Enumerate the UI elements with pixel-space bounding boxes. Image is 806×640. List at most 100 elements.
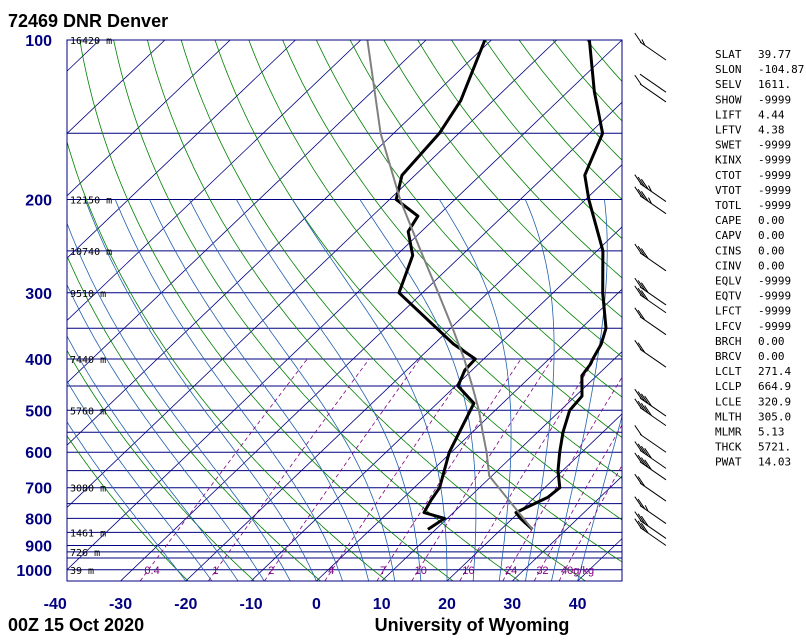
index-name: CAPV (715, 229, 742, 242)
index-value: -9999 (758, 154, 791, 167)
dewpoint-profile-line (394, 40, 487, 531)
wind-barb (634, 473, 667, 502)
index-value: 4.38 (758, 124, 785, 137)
wind-barb (634, 441, 667, 469)
wind-barb (634, 307, 667, 336)
isotherm-line (250, 226, 622, 581)
index-name: SLON (715, 63, 742, 76)
mixing-ratio-label: 40g/kg (561, 565, 594, 577)
index-value: 39.77 (758, 48, 791, 61)
diagram-background-lines (67, 40, 622, 581)
mixing-ratio-line (558, 464, 622, 581)
height-label: 10740 m (70, 247, 112, 258)
index-value: 320.9 (758, 395, 791, 408)
height-label: 1461 m (70, 528, 106, 539)
dry-adiabat-line (282, 40, 622, 438)
index-value: -9999 (758, 93, 791, 106)
moist-adiabat-line (67, 222, 291, 581)
index-value: 305.0 (758, 410, 791, 423)
wind-barb-shape (634, 518, 667, 546)
index-value: -9999 (758, 320, 791, 333)
temperature-tick-label: -20 (174, 596, 197, 613)
index-value: -9999 (758, 199, 791, 212)
dry-adiabat-line (315, 40, 622, 398)
moist-adiabat-line (551, 199, 608, 581)
mixing-ratio-line (208, 358, 370, 581)
temperature-tick-label: 10 (373, 596, 391, 613)
dry-adiabat-line (484, 40, 622, 200)
footer-source: University of Wyoming (375, 615, 570, 635)
isotherm-line (67, 40, 231, 197)
index-value: 5.13 (758, 426, 785, 439)
index-name: TOTL (715, 199, 742, 212)
dry-adiabat-line (248, 40, 622, 479)
moist-adiabat-line (67, 380, 213, 581)
index-name: LCLP (715, 380, 742, 393)
height-label: 7440 m (70, 355, 106, 366)
index-name: SLAT (715, 48, 742, 61)
temperature-axis: -40 -30 -20 -10 0 10 20 30 40 (44, 596, 587, 613)
mixing-ratio-label: 7 (380, 565, 386, 577)
index-name: LFTV (715, 124, 742, 137)
index-value: 0.00 (758, 350, 785, 363)
pressure-tick-label: 1000 (16, 563, 52, 580)
wind-barb-shape (634, 473, 667, 502)
temperature-profile-line (514, 40, 608, 531)
dry-adiabat-line (67, 255, 321, 581)
wind-barb (634, 518, 667, 546)
stability-indices: SLAT 39.77 SLON -104.87 SELV 1611. SHOW -9999 LI… (715, 48, 804, 469)
dry-adiabat-line (113, 40, 520, 581)
wind-barb-shape (634, 74, 667, 103)
dry-adiabat-line (79, 40, 454, 581)
height-labels: 16420 m 12150 m 10740 m 9510 m 7440 m 5760 m 3… (70, 36, 112, 577)
mixing-ratio-label: 10 (415, 565, 427, 577)
pressure-tick-label: 900 (25, 539, 52, 556)
index-value: 5721. (758, 441, 791, 454)
wind-barb-shape (634, 425, 667, 453)
mixing-ratio-line (411, 358, 553, 581)
dry-adiabat-line (349, 40, 622, 358)
isotherm-line (446, 413, 622, 581)
index-name: LCLE (715, 395, 742, 408)
pressure-tick-label: 500 (25, 403, 52, 420)
temperature-tick-label: -30 (109, 596, 132, 613)
mixing-ratio-label: 1 (212, 565, 218, 577)
index-value: -9999 (758, 169, 791, 182)
dry-adiabat-line (383, 40, 622, 318)
isotherm-line (67, 40, 427, 384)
moist-adiabat-line (189, 199, 396, 581)
isotherm-line (120, 101, 622, 581)
dry-adiabat-line (146, 40, 586, 581)
temperature-tick-label: 0 (312, 596, 321, 613)
index-name: VTOT (715, 184, 742, 197)
index-name: BRCH (715, 335, 742, 348)
index-name: CINS (715, 244, 742, 257)
height-label: 3080 m (70, 484, 106, 495)
mixing-ratio-label: 0.4 (144, 565, 159, 577)
sounding-profiles (366, 40, 608, 531)
wind-barb (634, 388, 667, 417)
moist-adiabat-line (292, 199, 448, 581)
wind-barb-shape (634, 496, 667, 524)
height-label: 9510 m (70, 289, 106, 300)
wind-barb-shape (634, 32, 667, 61)
index-value: -104.87 (758, 63, 804, 76)
isotherm-line (316, 288, 622, 581)
index-name: EQLV (715, 275, 742, 288)
isotherm-line (185, 164, 622, 581)
moist-adiabat-line (67, 421, 187, 581)
wind-barb (634, 452, 667, 481)
index-name: CINV (715, 259, 742, 272)
index-name: CTOT (715, 169, 742, 182)
mixing-ratio-line (376, 358, 522, 581)
temperature-tick-label: -40 (44, 596, 67, 613)
index-value: -9999 (758, 139, 791, 152)
wind-barb (639, 73, 667, 93)
isotherm-line (381, 351, 622, 581)
index-value: 0.00 (758, 335, 785, 348)
isotherm-line (512, 475, 622, 581)
wind-barb (634, 496, 667, 524)
wind-barb-shape (634, 452, 667, 481)
index-name: PWAT (715, 456, 742, 469)
pressure-tick-label: 400 (25, 352, 52, 369)
